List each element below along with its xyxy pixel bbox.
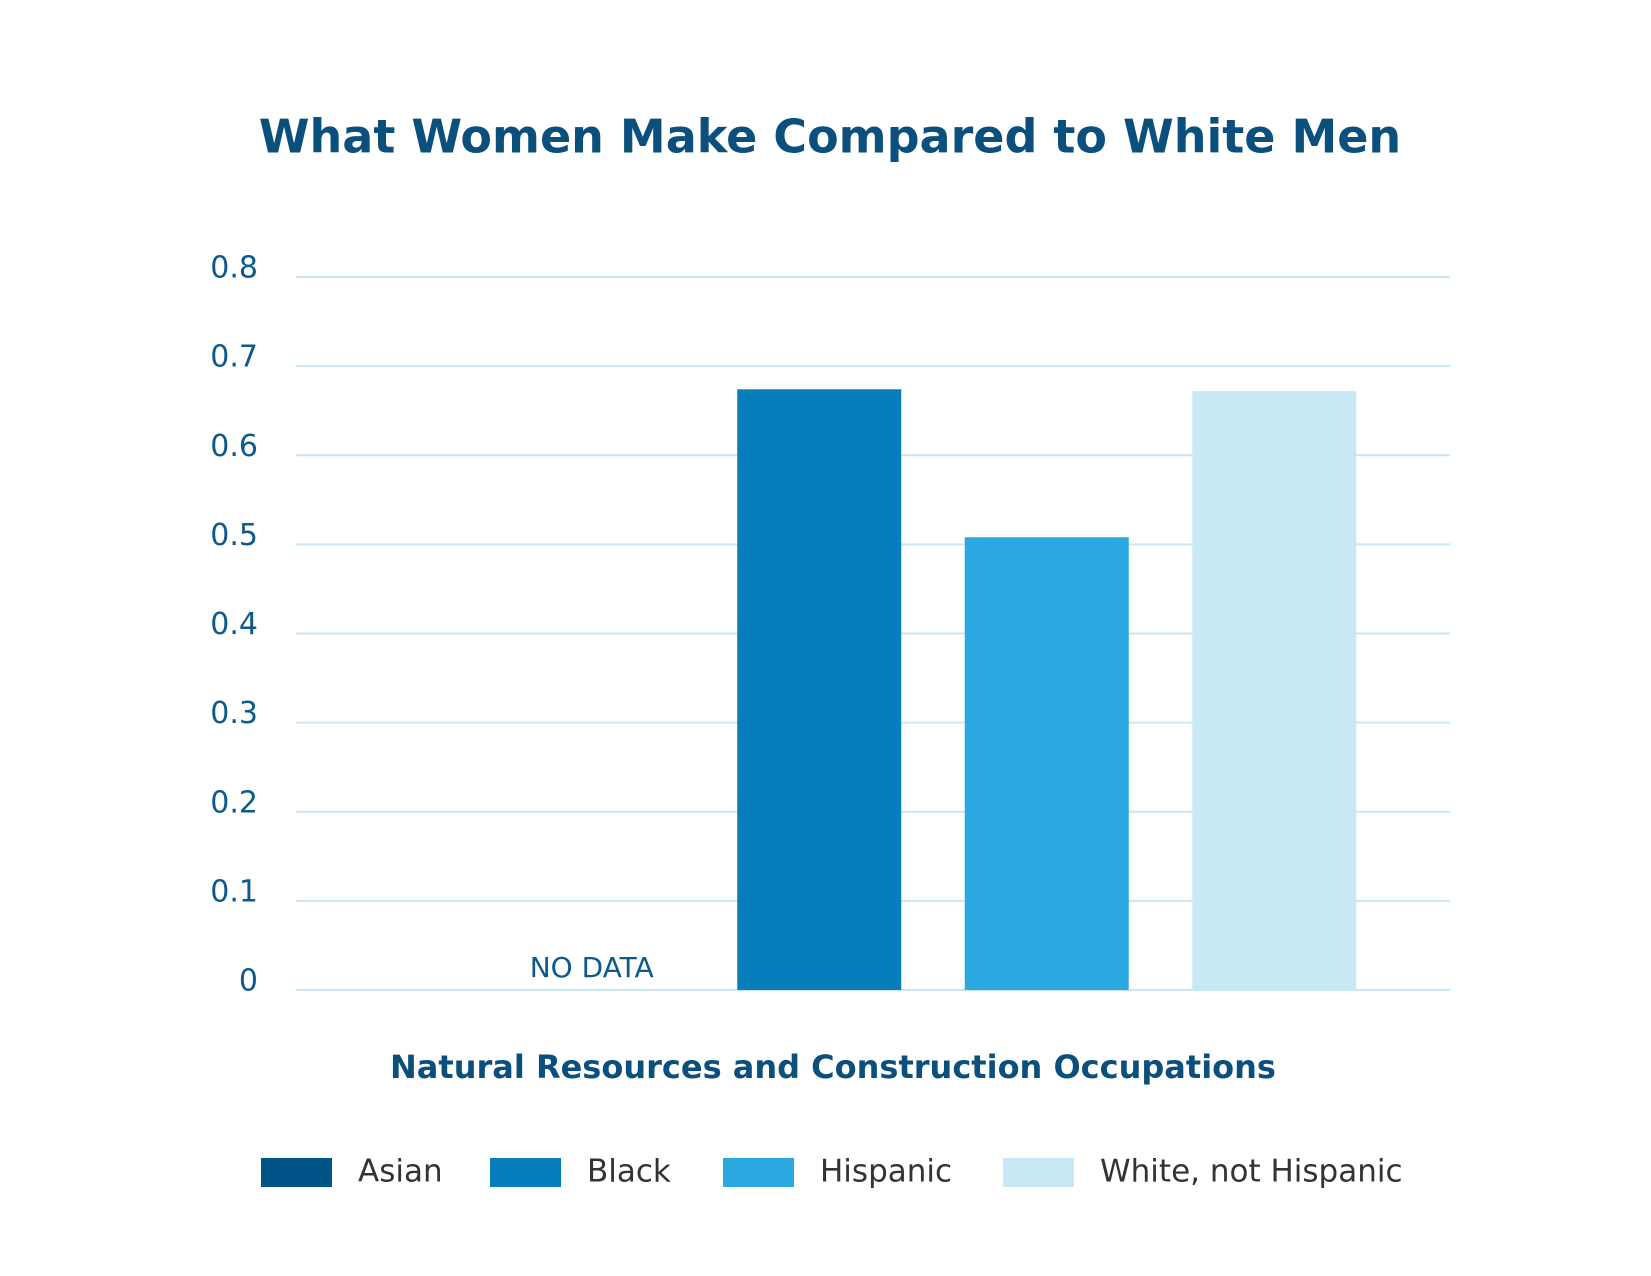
y-tick-label: 0.6 xyxy=(210,429,258,464)
legend-label: Black xyxy=(587,1154,671,1190)
legend-label: Hispanic xyxy=(820,1154,952,1190)
legend-label: Asian xyxy=(358,1154,443,1190)
legend-swatch xyxy=(490,1158,561,1187)
y-tick-label: 0.2 xyxy=(210,785,258,820)
bar xyxy=(737,389,902,990)
y-tick-label: 0.4 xyxy=(210,607,258,642)
y-tick-label: 0.5 xyxy=(210,518,258,553)
legend-swatch xyxy=(261,1158,332,1187)
legend-label: White, not Hispanic xyxy=(1100,1154,1403,1190)
y-tick-label: 0.1 xyxy=(210,874,258,909)
y-tick-label: 0.8 xyxy=(210,251,258,286)
x-axis-category: Natural Resources and Construction Occup… xyxy=(390,1048,1276,1086)
y-tick-label: 0 xyxy=(239,964,258,999)
annotation: NO DATA xyxy=(530,951,654,984)
y-tick-label: 0.7 xyxy=(210,340,258,375)
legend-swatch xyxy=(723,1158,794,1187)
bar xyxy=(1192,391,1357,991)
y-tick-label: 0.3 xyxy=(210,696,258,731)
bar xyxy=(964,537,1129,990)
legend-swatch xyxy=(1003,1158,1074,1187)
chart-title: What Women Make Compared to White Men xyxy=(259,110,1401,164)
